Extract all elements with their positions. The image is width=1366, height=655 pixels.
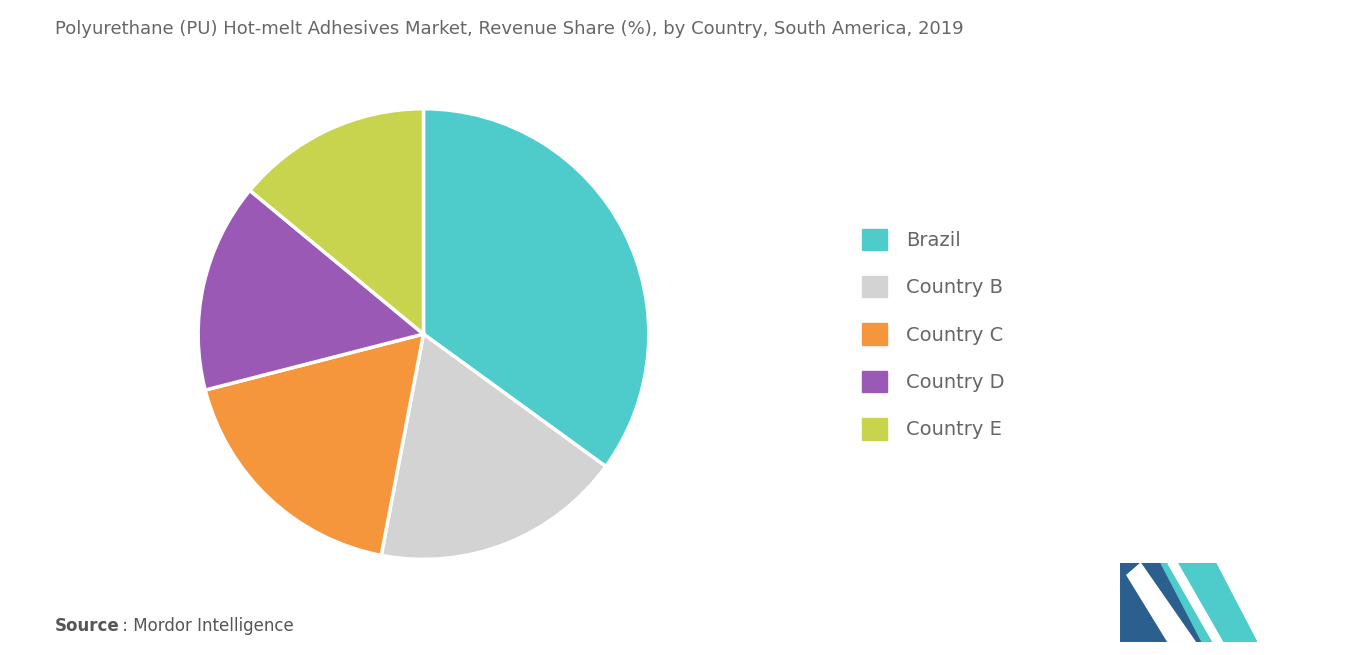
- Polygon shape: [1120, 563, 1229, 642]
- Wedge shape: [423, 109, 649, 466]
- Text: : Mordor Intelligence: : Mordor Intelligence: [117, 618, 294, 635]
- Text: Polyurethane (PU) Hot-melt Adhesives Market, Revenue Share (%), by Country, Sout: Polyurethane (PU) Hot-melt Adhesives Mar…: [55, 20, 963, 37]
- Text: Source: Source: [55, 618, 119, 635]
- Polygon shape: [1168, 563, 1223, 642]
- Wedge shape: [198, 191, 423, 390]
- Polygon shape: [1161, 563, 1257, 642]
- Legend: Brazil, Country B, Country C, Country D, Country E: Brazil, Country B, Country C, Country D,…: [854, 221, 1012, 447]
- Wedge shape: [381, 334, 605, 559]
- Polygon shape: [1127, 563, 1195, 642]
- Wedge shape: [205, 334, 423, 555]
- Wedge shape: [250, 109, 423, 334]
